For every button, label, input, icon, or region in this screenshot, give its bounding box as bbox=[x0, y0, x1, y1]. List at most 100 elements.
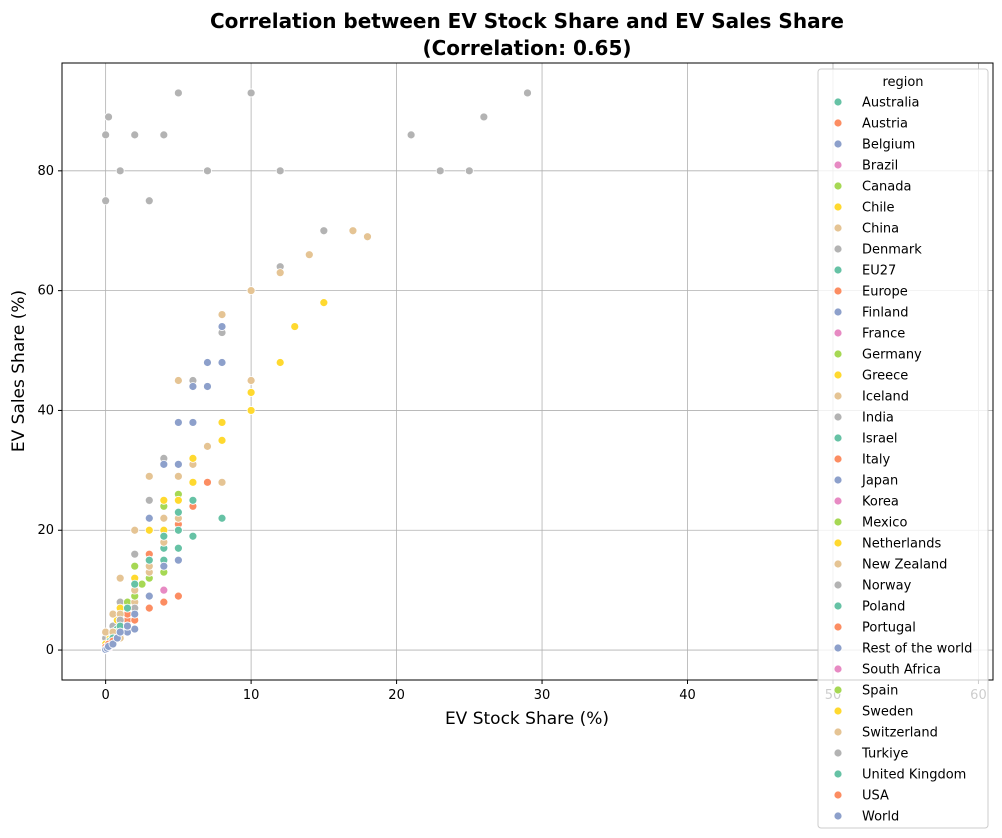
data-point bbox=[217, 418, 227, 427]
data-point bbox=[144, 591, 154, 601]
data-point bbox=[173, 543, 183, 553]
y-tick-label: 80 bbox=[37, 164, 54, 179]
legend-label: Belgium bbox=[862, 138, 915, 153]
data-point bbox=[115, 166, 125, 176]
data-point bbox=[173, 471, 183, 481]
legend-marker bbox=[833, 223, 843, 233]
data-point bbox=[203, 382, 212, 391]
data-point bbox=[246, 286, 256, 296]
legend-marker bbox=[833, 349, 843, 359]
legend-label: Poland bbox=[862, 600, 905, 615]
data-point bbox=[319, 298, 329, 308]
legend-marker bbox=[833, 391, 843, 401]
legend-label: Rest of the world bbox=[862, 642, 972, 657]
y-tick-label: 0 bbox=[46, 643, 54, 658]
legend-label: Israel bbox=[862, 432, 898, 447]
legend-marker bbox=[833, 643, 843, 653]
data-point bbox=[217, 310, 227, 319]
legend-marker bbox=[833, 580, 843, 590]
legend-marker bbox=[833, 454, 843, 464]
data-point bbox=[217, 477, 227, 487]
legend-label: United Kingdom bbox=[862, 768, 966, 783]
data-point bbox=[173, 525, 183, 535]
y-axis-label: EV Sales Share (%) bbox=[9, 290, 29, 452]
legend-marker bbox=[833, 286, 843, 296]
legend-box bbox=[817, 68, 989, 829]
legend-marker bbox=[833, 664, 843, 674]
data-point bbox=[203, 441, 212, 451]
data-point bbox=[108, 639, 118, 649]
data-point bbox=[159, 130, 169, 140]
legend-label: Chile bbox=[862, 201, 895, 216]
data-point bbox=[217, 513, 227, 523]
data-point bbox=[101, 627, 111, 637]
legend-label: Switzerland bbox=[862, 726, 938, 741]
legend-label: Finland bbox=[862, 306, 908, 321]
legend-marker bbox=[833, 601, 843, 611]
data-point bbox=[159, 561, 169, 571]
data-point bbox=[173, 418, 183, 427]
legend-label: Netherlands bbox=[862, 537, 941, 552]
legend-label: South Africa bbox=[862, 663, 941, 678]
legend-label: EU27 bbox=[862, 264, 896, 279]
legend-marker bbox=[833, 202, 843, 212]
legend-label: USA bbox=[862, 789, 889, 804]
legend-marker bbox=[833, 811, 843, 821]
legend-label: Greece bbox=[862, 369, 908, 384]
legend-marker bbox=[833, 706, 843, 716]
data-point bbox=[144, 603, 154, 613]
y-ticks: 0 20 40 60 80 bbox=[37, 164, 62, 658]
data-point bbox=[188, 531, 198, 541]
legend-marker bbox=[833, 97, 843, 107]
data-points bbox=[101, 88, 532, 655]
legend-label: Turkiye bbox=[861, 747, 908, 762]
chart-title: Correlation between EV Stock Share and E… bbox=[210, 9, 844, 33]
data-point bbox=[144, 513, 154, 523]
data-point bbox=[144, 471, 154, 481]
x-tick-label: 0 bbox=[102, 688, 110, 703]
data-point bbox=[130, 609, 140, 619]
data-point bbox=[173, 591, 183, 601]
legend-label: Sweden bbox=[862, 705, 913, 720]
data-point bbox=[435, 166, 445, 176]
legend-marker bbox=[833, 370, 843, 380]
data-point bbox=[348, 226, 358, 236]
legend-label: Brazil bbox=[862, 159, 898, 174]
data-point bbox=[363, 232, 372, 242]
data-point bbox=[173, 507, 183, 517]
data-point bbox=[144, 525, 154, 535]
data-point bbox=[203, 358, 212, 367]
legend-marker bbox=[833, 685, 843, 695]
legend-marker bbox=[833, 307, 843, 317]
data-point bbox=[130, 561, 140, 571]
data-point bbox=[115, 573, 125, 583]
data-point bbox=[275, 166, 285, 176]
data-point bbox=[173, 459, 183, 469]
data-point bbox=[144, 495, 154, 505]
legend-label: Germany bbox=[862, 348, 922, 363]
data-point bbox=[130, 579, 140, 589]
x-tick-label: 10 bbox=[243, 688, 260, 703]
data-point bbox=[203, 477, 212, 487]
legend-label: France bbox=[862, 327, 905, 342]
legend-label: Portugal bbox=[862, 621, 916, 636]
data-point bbox=[406, 130, 416, 140]
data-point bbox=[173, 555, 183, 565]
data-point bbox=[159, 585, 169, 595]
legend-marker bbox=[833, 517, 843, 527]
legend: region Australia Austria Belgium Brazil Cana… bbox=[817, 68, 989, 829]
legend-marker bbox=[833, 181, 843, 191]
data-point bbox=[479, 112, 489, 122]
data-point bbox=[130, 549, 140, 559]
x-tick-label: 30 bbox=[534, 688, 551, 703]
legend-title: region bbox=[882, 75, 923, 90]
data-point bbox=[304, 250, 314, 260]
data-point bbox=[123, 621, 132, 631]
data-point bbox=[159, 531, 169, 541]
data-point bbox=[290, 322, 300, 331]
data-point bbox=[275, 358, 285, 367]
x-tick-label: 40 bbox=[679, 688, 696, 703]
legend-label: Austria bbox=[862, 117, 908, 132]
data-point bbox=[319, 226, 329, 236]
